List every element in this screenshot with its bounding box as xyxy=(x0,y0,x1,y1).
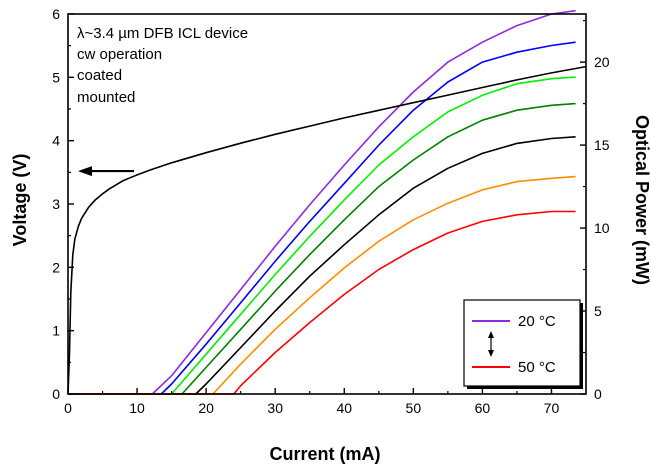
voltage-series-line xyxy=(67,65,587,395)
left-axis-arrow xyxy=(78,166,134,177)
y-left-tick-label-2: 2 xyxy=(52,259,60,275)
power-series-line-4 xyxy=(68,136,576,395)
x-tick-label-2: 20 xyxy=(198,400,214,416)
y-right-tick-label-3: 15 xyxy=(594,137,610,153)
y-right-tick-label-1: 5 xyxy=(594,303,602,319)
x-tick-label-3: 30 xyxy=(267,400,283,416)
annotations: λ~3.4 µm DFB ICL device cw operation coa… xyxy=(77,25,248,106)
power-series-line-5 xyxy=(68,175,576,395)
annotation-line-2: cw operation xyxy=(77,46,162,63)
power-series-line-6 xyxy=(68,210,576,395)
y-left-tick-label-4: 4 xyxy=(52,133,60,149)
y-axis-right-title: Optical Power (mW) xyxy=(632,115,651,285)
power-series-line-2 xyxy=(68,76,576,395)
power-series-line-1 xyxy=(68,41,576,395)
plot-lines xyxy=(67,9,587,395)
annotation-line-4: mounted xyxy=(77,89,135,106)
y-left-tick-label-3: 3 xyxy=(52,196,60,212)
legend-range-arrow-up xyxy=(488,331,494,338)
legend: 20 °C 50 °C xyxy=(463,299,583,389)
power-series-line-3 xyxy=(68,102,576,395)
y-left-tick-label-1: 1 xyxy=(52,323,60,339)
x-tick-label-4: 40 xyxy=(336,400,352,416)
x-tick-label-6: 60 xyxy=(475,400,491,416)
y-right-tick-label-4: 20 xyxy=(594,54,610,70)
y-left-tick-label-0: 0 xyxy=(52,386,60,402)
x-tick-label-0: 0 xyxy=(64,400,72,416)
legend-label-1: 50 °C xyxy=(518,359,556,376)
y-left-tick-label-6: 6 xyxy=(52,6,60,22)
power-series-line-0 xyxy=(68,9,576,395)
y-right-tick-label-2: 10 xyxy=(594,220,610,236)
annotation-line-3: coated xyxy=(77,67,122,84)
x-axis-title: Current (mA) xyxy=(270,444,381,464)
x-tick-label-5: 50 xyxy=(406,400,422,416)
legend-box xyxy=(463,299,581,387)
y-right-tick-label-0: 0 xyxy=(594,386,602,402)
arrow-head xyxy=(78,166,92,177)
annotation-line-1: λ~3.4 µm DFB ICL device xyxy=(77,25,248,42)
legend-range-arrow-down xyxy=(488,350,494,357)
x-tick-label-1: 10 xyxy=(129,400,145,416)
y-left-tick-label-5: 5 xyxy=(52,69,60,85)
x-tick-label-7: 70 xyxy=(544,400,560,416)
y-axis-left-title: Voltage (V) xyxy=(10,154,30,247)
legend-label-0: 20 °C xyxy=(518,313,556,330)
